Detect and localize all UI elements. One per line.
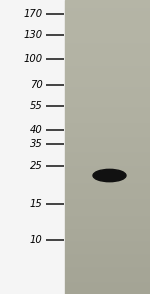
Bar [65,0,150,294]
Text: 15: 15 [30,199,43,209]
Text: 35: 35 [30,139,43,149]
Text: 130: 130 [24,30,43,40]
Text: 100: 100 [24,54,43,64]
Text: 55: 55 [30,101,43,111]
Ellipse shape [93,169,126,182]
Text: 40: 40 [30,125,43,135]
Text: 70: 70 [30,80,43,90]
Text: 170: 170 [24,9,43,19]
Text: 25: 25 [30,161,43,171]
Bar [0,0,65,294]
Text: 10: 10 [30,235,43,245]
